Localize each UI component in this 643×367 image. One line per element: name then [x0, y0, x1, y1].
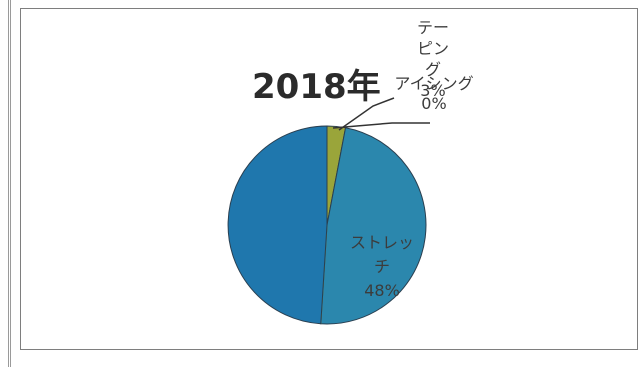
- pie-slice: [320, 127, 427, 325]
- chart-title: 2018年: [252, 67, 381, 107]
- slice-label: チ: [374, 257, 390, 276]
- slice-label: ストレッ: [350, 233, 414, 252]
- slice-percent-label: 0%: [421, 94, 446, 113]
- slice-label: ピン: [417, 39, 449, 58]
- slice-label: アイシング: [394, 74, 473, 93]
- slice-percent-label: 48%: [364, 281, 400, 300]
- left-border-rule: [8, 0, 11, 367]
- slice-label: テー: [417, 18, 449, 37]
- leader-line: [332, 122, 430, 129]
- leader-lines: [332, 97, 430, 131]
- pie-slices: [227, 125, 427, 325]
- slice-label: グ: [425, 60, 441, 79]
- slice-percent-label: 3%: [420, 81, 445, 100]
- leader-line: [338, 97, 395, 131]
- pie-slice: [227, 125, 328, 325]
